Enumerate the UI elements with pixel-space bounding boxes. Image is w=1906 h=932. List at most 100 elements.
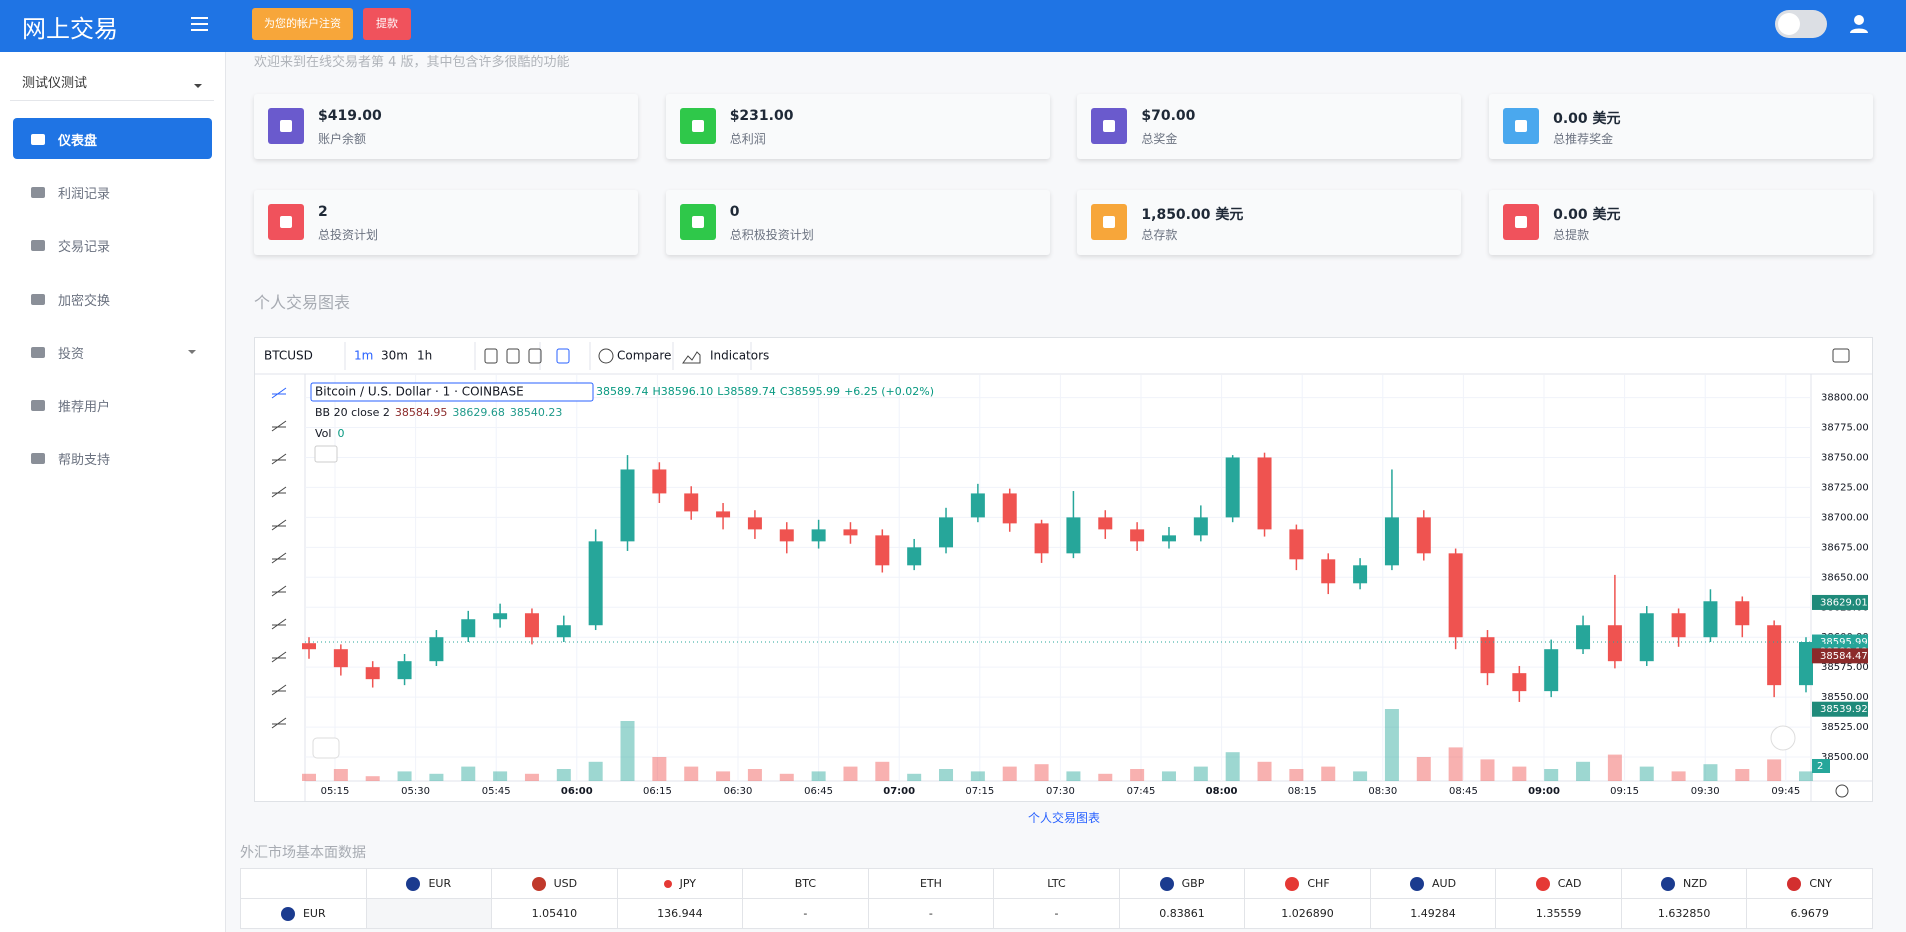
menu-label: 加密交换: [58, 293, 111, 309]
rate-cell: -: [742, 898, 869, 929]
stat-card: 0 总积极投资计划: [665, 190, 1050, 255]
interval-button[interactable]: 1h: [417, 349, 432, 363]
bb-label: BB 20 close 2: [315, 406, 390, 419]
icon-glyph: [280, 120, 292, 132]
icon-glyph: [691, 120, 704, 132]
card-icon: [1091, 204, 1128, 240]
candle-body: [429, 637, 444, 662]
theme-toggle[interactable]: [1775, 10, 1827, 38]
toolbar-icon: [484, 348, 498, 364]
y-tick-label: 38700.00: [1821, 512, 1869, 523]
volume-bar: [779, 773, 794, 781]
table-body: EUR 1.05410 136.944- - -0.83861 1.026890 1.492…: [240, 898, 1873, 929]
y-tick-label: 38800.00: [1821, 393, 1869, 404]
drawing-tool: [271, 552, 287, 564]
card-label: 总存款: [1141, 228, 1178, 242]
menu-icon: [31, 453, 45, 465]
volume-bar: [652, 757, 667, 781]
column-label: CHF: [1307, 876, 1330, 890]
vol-legend: Vol 0: [315, 427, 344, 440]
volume-bar: [1767, 759, 1782, 781]
volume-bar: [1321, 766, 1336, 781]
card-icon: [679, 204, 716, 240]
deposit-button[interactable]: 为您的帐户注资: [252, 8, 353, 40]
rate-cell: -: [867, 898, 995, 929]
candle-body: [716, 511, 731, 518]
menu-item[interactable]: 推荐用户: [13, 384, 212, 425]
menu-label: 利润记录: [58, 187, 111, 203]
card-icon: [679, 108, 716, 144]
y-tick-label: 38575.00: [1821, 662, 1869, 673]
volume-bar: [1066, 771, 1081, 781]
flag: [1159, 876, 1174, 891]
drawing-tool: [271, 420, 287, 432]
candle-body: [1225, 457, 1240, 518]
volume-bar: [620, 721, 635, 781]
card-label: 总积极投资计划: [729, 228, 814, 242]
price-tag: [1812, 648, 1868, 664]
candle-body: [302, 643, 316, 650]
rate-cell: 0.83861: [1118, 898, 1246, 929]
x-tick-label: 09:15: [1610, 786, 1639, 797]
candle-body: [1671, 613, 1686, 638]
x-tick-label: 08:30: [1368, 786, 1397, 797]
candle-body: [1512, 673, 1527, 692]
menu-item[interactable]: 加密交换: [13, 278, 212, 319]
column-label: USD: [553, 876, 578, 890]
icon-glyph: [1103, 120, 1116, 132]
bb-value: 38629.68: [452, 406, 505, 419]
card-label: 账户余额: [318, 132, 367, 146]
icon-shape: [31, 453, 45, 465]
icon-shape: [31, 240, 45, 252]
volume-bar: [1353, 771, 1368, 781]
menu-toggle[interactable]: [190, 14, 210, 34]
chart-link[interactable]: 个人交易图表: [1028, 811, 1101, 825]
drawing-tool: [271, 717, 287, 729]
candle-body: [1193, 517, 1208, 536]
interval-button[interactable]: 1m: [354, 349, 373, 363]
menu-item[interactable]: 帮助支持: [13, 437, 212, 478]
tv-logo: [312, 737, 340, 759]
menu-item[interactable]: 利润记录: [13, 171, 212, 212]
candle-body: [1002, 493, 1017, 524]
candle-body: [779, 529, 794, 542]
user-icon[interactable]: [1849, 14, 1869, 34]
interval-button[interactable]: 30m: [381, 349, 408, 363]
ohlc-legend: 38589.74 H38596.10 L38589.74 C38595.99 +6.25…: [596, 385, 934, 398]
volume-bar: [1703, 764, 1718, 781]
volume-tag-label: 2: [1817, 761, 1823, 772]
card-label: 总推荐奖金: [1553, 132, 1614, 146]
column-header: CHF: [1244, 868, 1371, 899]
menu-item[interactable]: 交易记录: [13, 224, 212, 265]
volume-bar: [1161, 771, 1176, 781]
candle-body: [1161, 535, 1176, 542]
menu-icon: [31, 187, 45, 199]
account-select[interactable]: 测试仪测试: [22, 76, 88, 91]
menu-icon: [31, 400, 45, 411]
flag: [531, 876, 546, 891]
candle-body: [1034, 523, 1049, 554]
menu-item[interactable]: 投资: [13, 331, 212, 372]
menu-label: 仪表盘: [58, 134, 98, 149]
menu-item[interactable]: 仪表盘: [13, 118, 212, 159]
candle-body: [970, 493, 985, 518]
collapse-button: [314, 445, 338, 463]
candle-body: [1480, 637, 1495, 674]
candle-body: [524, 613, 539, 638]
column-label: JPY: [679, 877, 697, 890]
candle-body: [556, 625, 571, 638]
volume-bar: [684, 766, 699, 781]
volume-bar: [1002, 766, 1017, 781]
compare-button[interactable]: Compare: [617, 349, 671, 363]
volume-bar: [1671, 771, 1686, 781]
volume-bar: [1193, 766, 1208, 781]
volume-bar: [365, 776, 380, 781]
candle-body: [1639, 613, 1654, 662]
candle-body: [1544, 649, 1559, 692]
volume-bar: [1289, 769, 1304, 781]
indicators-button[interactable]: Indicators: [710, 349, 769, 363]
flag: [1410, 876, 1425, 891]
withdraw-button[interactable]: 提款: [363, 8, 411, 40]
volume-bar: [907, 773, 922, 781]
volume-bar: [588, 761, 603, 781]
